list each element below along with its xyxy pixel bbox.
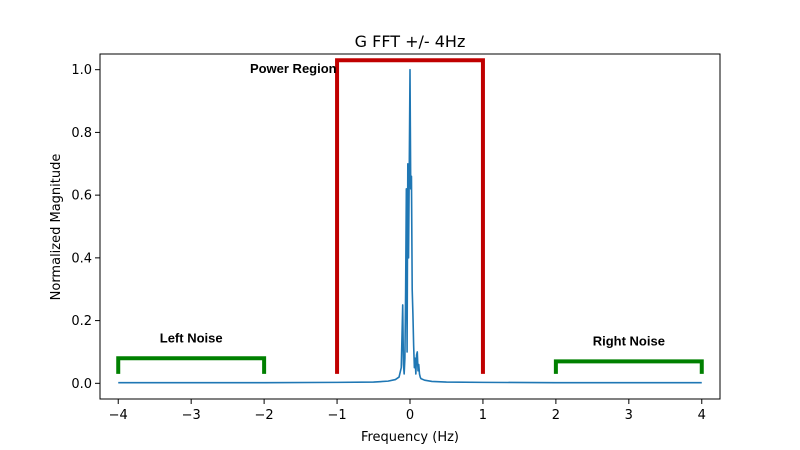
y-axis: 0.0 0.2 0.4 0.6 0.8 1.0 [71,63,100,392]
annotation-label: Right Noise [593,334,665,349]
y-tick-label: 1.0 [71,63,92,78]
x-axis-label: Frequency (Hz) [361,430,459,445]
x-tick-label: 1 [479,408,487,423]
x-axis: −4 −3 −2 −1 0 1 2 3 4 [109,399,706,423]
series-line [118,68,702,384]
chart-title: G FFT +/- 4Hz [355,32,466,51]
annotation-label: Left Noise [160,331,223,346]
annotation-label: Power Region [250,61,337,76]
x-tick-label: 3 [625,408,633,423]
y-tick-label: 0.2 [71,314,92,329]
x-tick-label: 0 [406,408,414,423]
y-tick-label: 0.6 [71,189,92,204]
x-tick-label: 2 [552,408,560,423]
annotation-layer: Power Region Left Noise Right Noise [116,58,704,374]
x-tick-label: 4 [698,408,706,423]
annotation-bracket [116,356,267,374]
annotation-bracket [553,359,704,374]
annotation-bracket [335,58,485,374]
x-tick-label: −2 [255,408,274,423]
series-layer [118,68,702,384]
x-tick-label: −1 [327,408,346,423]
y-tick-label: 0.8 [71,126,92,141]
x-tick-label: −4 [109,408,128,423]
x-tick-label: −3 [182,408,201,423]
y-axis-label: Normalized Magnitude [49,154,64,301]
y-tick-label: 0.0 [71,377,92,392]
y-tick-label: 0.4 [71,251,92,266]
